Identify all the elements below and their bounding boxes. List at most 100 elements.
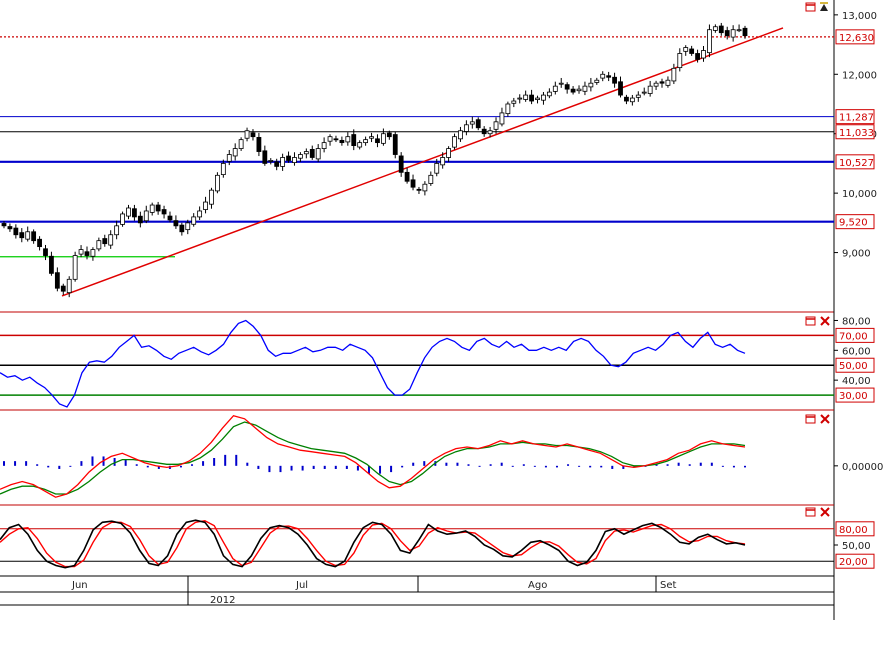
candle	[582, 85, 588, 92]
svg-text:11,287: 11,287	[839, 113, 874, 124]
candle	[529, 94, 534, 102]
stochastic-close-icon[interactable]	[820, 507, 830, 517]
macd-histogram-bar	[268, 465, 271, 473]
scroll-up-icon[interactable]	[820, 2, 828, 11]
rsi-window-icon[interactable]	[805, 316, 816, 326]
candle	[659, 81, 665, 84]
candle	[570, 88, 576, 93]
candle	[452, 136, 457, 148]
candle	[612, 76, 617, 84]
candle	[280, 157, 286, 167]
stochastic-tick-label: 50,00	[842, 541, 871, 552]
svg-text:10,527: 10,527	[839, 158, 874, 169]
macd-histogram-bar	[412, 462, 415, 466]
candle	[712, 26, 718, 31]
svg-text:70,00: 70,00	[839, 331, 868, 342]
candle	[268, 160, 274, 162]
candle	[132, 208, 137, 218]
macd-histogram-bar	[202, 461, 205, 466]
candle	[167, 215, 173, 221]
macd-histogram-bar	[390, 465, 393, 473]
candle	[730, 29, 736, 38]
candle	[386, 132, 392, 138]
candle	[161, 209, 167, 215]
candle	[292, 157, 297, 163]
candle	[505, 103, 511, 115]
candle	[256, 136, 262, 152]
macd-histogram-bar	[224, 454, 227, 466]
macd-histogram-bar	[578, 465, 581, 467]
rsi-close-icon[interactable]	[820, 316, 830, 326]
candle	[179, 224, 185, 233]
price-level-tag: 10,527	[835, 154, 875, 170]
candle	[594, 79, 600, 83]
candle	[185, 222, 191, 231]
macd-histogram-bar	[213, 458, 216, 466]
macd-histogram-bar	[47, 465, 50, 468]
price-panel	[0, 0, 835, 620]
macd-histogram-bar	[124, 459, 127, 466]
macd-histogram-bar	[688, 464, 691, 466]
rsi-level-tag: 50,00	[835, 357, 875, 373]
macd-histogram-bar	[567, 464, 570, 466]
candle	[404, 171, 410, 182]
macd-histogram-bar	[732, 465, 735, 468]
candle	[683, 47, 689, 52]
price-window-icon[interactable]	[805, 2, 816, 12]
candle	[90, 249, 96, 257]
svg-text:11,033: 11,033	[839, 128, 874, 139]
candle	[535, 97, 540, 101]
price-tick-label: 12,000	[842, 70, 877, 81]
macd-histogram-bar	[611, 465, 614, 469]
macd-histogram-bar	[511, 465, 514, 467]
macd-window-icon[interactable]	[805, 414, 816, 424]
macd-histogram-bar	[744, 465, 746, 468]
candle	[499, 112, 505, 125]
candle	[114, 225, 120, 236]
candle	[327, 136, 333, 142]
macd-histogram-bar	[622, 465, 625, 469]
candle	[262, 150, 268, 164]
candle	[286, 155, 291, 161]
month-label-set: Set	[660, 580, 677, 591]
stochastic-window-icon[interactable]	[805, 507, 816, 517]
svg-text:12,630: 12,630	[839, 33, 874, 44]
candle	[315, 148, 321, 160]
macd-histogram-bar	[257, 465, 260, 469]
stochastic-k-line	[0, 519, 746, 569]
candle	[126, 207, 131, 217]
candle	[19, 232, 25, 239]
candle	[558, 82, 564, 85]
macd-tick-label: 0,00000	[842, 462, 883, 473]
candle	[463, 124, 469, 132]
candle	[410, 179, 416, 188]
candle	[197, 210, 203, 218]
macd-histogram-bar	[146, 465, 149, 468]
candle	[203, 201, 208, 210]
macd-histogram-bar	[323, 465, 326, 469]
rsi-tick-label: 80,00	[842, 316, 871, 327]
macd-histogram-bar	[235, 454, 238, 466]
candle	[469, 121, 475, 125]
macd-histogram-bar	[699, 462, 702, 466]
candle	[523, 94, 529, 100]
macd-histogram-bar	[655, 464, 658, 466]
candle	[546, 91, 552, 97]
price-level-tag: 11,287	[835, 109, 875, 125]
macd-close-icon[interactable]	[820, 414, 830, 424]
candle	[84, 251, 90, 256]
candle	[635, 94, 641, 98]
candle	[475, 119, 481, 129]
macd-histogram-bar	[544, 465, 547, 468]
candle	[588, 82, 594, 88]
price-tick-label: 9,000	[842, 249, 871, 260]
candle	[49, 255, 54, 274]
price-tick-label: 13,000	[842, 11, 877, 22]
candle	[351, 134, 357, 146]
candle	[552, 85, 558, 92]
candle	[303, 151, 309, 155]
macd-histogram-bar	[677, 462, 680, 466]
candle	[149, 204, 155, 213]
macd-histogram-bar	[3, 461, 5, 466]
candle	[606, 75, 612, 78]
